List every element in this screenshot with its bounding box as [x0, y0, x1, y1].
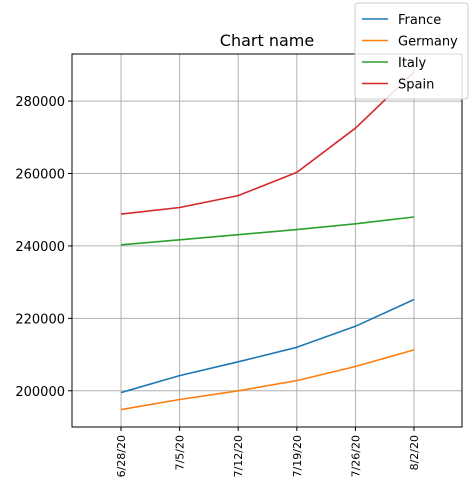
series-line-france [120, 298, 415, 394]
x-tick-label: 7/12/20 [232, 435, 245, 477]
y-axis: 200000 220000 240000 260000 280000 [15, 95, 72, 400]
chart-title: Chart name [220, 31, 314, 50]
legend-box [354, 2, 469, 100]
legend-label-italy: Italy [398, 56, 427, 71]
y-tick-label: 220000 [15, 312, 65, 327]
x-tick-label: 7/19/20 [291, 435, 304, 477]
legend: France Germany Italy Spain [354, 2, 469, 100]
y-tick-label: 240000 [15, 240, 65, 255]
legend-label-france: France [398, 13, 441, 28]
x-tick-label: 7/26/20 [349, 435, 362, 477]
x-axis: 6/28/20 7/5/20 7/12/20 7/19/20 7/26/20 8/2/20 [115, 427, 421, 477]
x-tick-label: 8/2/20 [408, 435, 421, 470]
series-line-spain [120, 71, 415, 215]
x-tick-label: 6/28/20 [115, 435, 128, 477]
y-tick-label: 280000 [15, 95, 65, 110]
legend-label-germany: Germany [398, 35, 458, 50]
plot-frame [71, 53, 463, 428]
series-line-italy [120, 216, 415, 246]
y-tick-label: 200000 [15, 385, 65, 400]
legend-label-spain: Spain [398, 78, 434, 93]
x-tick-label: 7/5/20 [174, 435, 187, 470]
y-tick-label: 260000 [15, 168, 65, 183]
series-line-germany [120, 349, 415, 411]
series-lines [120, 71, 415, 411]
